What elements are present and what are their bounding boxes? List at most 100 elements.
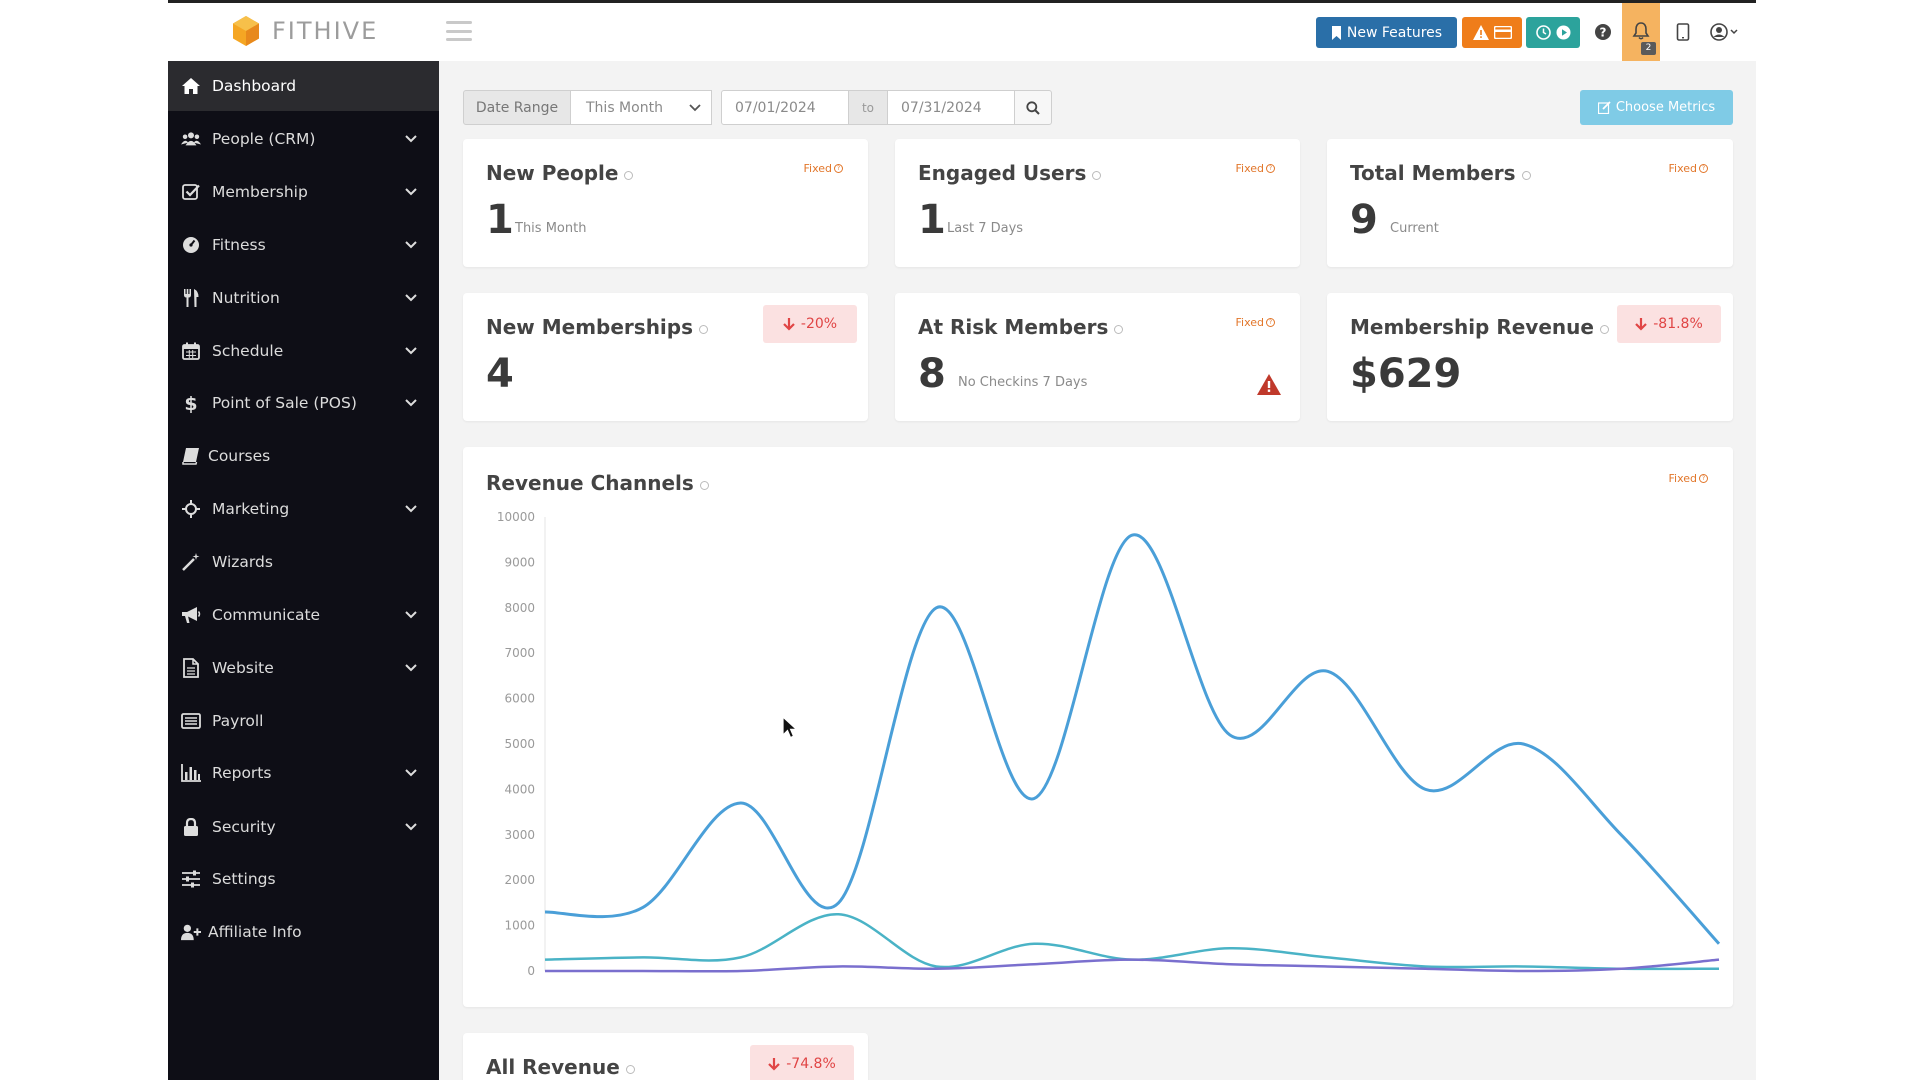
sidebar-item-settings[interactable]: Settings: [168, 854, 439, 904]
info-icon[interactable]: [1114, 324, 1124, 334]
fixed-tag: Fixed?: [1235, 316, 1275, 329]
sidebar-item-membership[interactable]: Membership: [168, 167, 439, 217]
sidebar-item-wizards[interactable]: Wizards: [168, 537, 439, 587]
end-date-input[interactable]: 07/31/2024: [887, 90, 1015, 125]
lock-icon: [181, 817, 201, 837]
total-members-value: 9: [1350, 197, 1378, 243]
sidebar-item-label: Security: [212, 818, 276, 836]
sidebar-item-affiliate-info[interactable]: Affiliate Info: [168, 907, 439, 957]
date-range-select[interactable]: This Month: [570, 90, 712, 125]
help-icon: ?: [1266, 164, 1275, 173]
fixed-tag: Fixed?: [1668, 472, 1708, 485]
chevron-down-icon: [405, 399, 417, 407]
info-icon[interactable]: [1092, 170, 1102, 180]
choose-metrics-button[interactable]: Choose Metrics: [1580, 90, 1733, 125]
arrow-down-icon: [768, 1057, 781, 1071]
play-icon: [1556, 25, 1570, 40]
new-memberships-card[interactable]: New Memberships -20% 4: [463, 293, 868, 421]
top-bar: FITHIVE New Features ? 2: [168, 3, 1756, 61]
info-icon[interactable]: [1599, 324, 1609, 334]
sidebar-item-label: Marketing: [212, 500, 290, 518]
info-icon[interactable]: [699, 324, 709, 334]
timer-button[interactable]: [1526, 17, 1580, 48]
warning-icon: [1257, 374, 1281, 395]
trend-badge: -20%: [763, 305, 857, 343]
engaged-users-period: Last 7 Days: [947, 221, 1024, 236]
sidebar-item-label: Communicate: [212, 606, 321, 624]
user-plus-icon: [181, 922, 201, 942]
fixed-tag: Fixed?: [803, 162, 843, 175]
mouse-cursor-icon: [782, 716, 798, 739]
info-icon[interactable]: [1521, 170, 1531, 180]
sidebar-item-courses[interactable]: Courses: [168, 431, 439, 481]
sidebar-item-website[interactable]: Website: [168, 643, 439, 693]
chevron-down-icon: [405, 135, 417, 143]
new-people-card[interactable]: New People Fixed? 1 This Month: [463, 139, 868, 267]
hexagon-logo-icon: [233, 16, 259, 46]
sidebar-item-label: Courses: [208, 447, 271, 465]
revenue-channels-chart[interactable]: 0 1000 2000 3000 4000 5000 6000 7000 8000 9000 100…: [463, 447, 1733, 1007]
sidebar-item-marketing[interactable]: Marketing: [168, 484, 439, 534]
help-icon[interactable]: ?: [1593, 21, 1613, 43]
bell-icon: [1632, 22, 1650, 40]
chevron-down-icon: [405, 769, 417, 777]
sidebar-item-payroll[interactable]: Payroll: [168, 696, 439, 746]
series-line-1[interactable]: [544, 533, 1721, 945]
info-icon[interactable]: [699, 480, 709, 490]
sidebar-item-reports[interactable]: Reports: [168, 748, 439, 798]
svg-text:$: $: [184, 393, 197, 413]
trend-badge: -74.8%: [750, 1045, 854, 1080]
sidebar-item-people-crm[interactable]: People (CRM): [168, 114, 439, 164]
series-line-3[interactable]: [545, 958, 1720, 973]
membership-revenue-card[interactable]: Membership Revenue -81.8% $629: [1327, 293, 1733, 421]
sidebar-item-label: People (CRM): [212, 130, 316, 148]
card-title: Membership Revenue: [1350, 315, 1609, 339]
sidebar-item-label: Dashboard: [212, 77, 297, 95]
series-line-2[interactable]: [544, 912, 1720, 971]
tablet-icon[interactable]: [1673, 21, 1693, 43]
card-title: Revenue Channels: [486, 471, 709, 495]
engaged-users-card[interactable]: Engaged Users Fixed? 1 Last 7 Days: [895, 139, 1300, 267]
utensils-icon: [181, 288, 201, 308]
people-icon: [181, 129, 201, 149]
y-tick-label: 6000: [504, 692, 535, 706]
info-icon[interactable]: [624, 170, 634, 180]
sidebar-item-label: Nutrition: [212, 289, 280, 307]
all-revenue-card[interactable]: All Revenue -74.8%: [463, 1033, 868, 1080]
bullhorn-icon: [181, 605, 201, 625]
alerts-button[interactable]: [1462, 17, 1522, 48]
sliders-icon: [181, 869, 201, 889]
sidebar-item-point-of-sale[interactable]: $ Point of Sale (POS): [168, 378, 439, 428]
total-members-card[interactable]: Total Members Fixed? 9 Current: [1327, 139, 1733, 267]
y-tick-label: 3000: [504, 828, 535, 842]
file-icon: [181, 658, 201, 678]
at-risk-members-card[interactable]: At Risk Members Fixed? 8 No Checkins 7 D…: [895, 293, 1300, 421]
sidebar-item-communicate[interactable]: Communicate: [168, 590, 439, 640]
svg-text:?: ?: [1600, 26, 1607, 40]
user-circle-icon[interactable]: [1709, 21, 1741, 43]
y-tick-label: 7000: [504, 646, 535, 660]
search-button[interactable]: [1014, 90, 1052, 125]
checkbox-icon: [181, 182, 201, 202]
info-icon[interactable]: [625, 1064, 635, 1074]
card-title: All Revenue: [486, 1055, 635, 1079]
sidebar-item-schedule[interactable]: Schedule: [168, 326, 439, 376]
y-tick-label: 5000: [504, 737, 535, 751]
chevron-down-icon: [405, 188, 417, 196]
magic-wand-icon: [181, 552, 201, 572]
at-risk-members-value: 8: [918, 351, 946, 397]
sidebar-item-fitness[interactable]: Fitness: [168, 220, 439, 270]
sidebar-item-nutrition[interactable]: Nutrition: [168, 273, 439, 323]
notifications-button[interactable]: 2: [1622, 3, 1660, 61]
book-icon: [181, 446, 201, 466]
brand-logo[interactable]: FITHIVE: [230, 15, 378, 47]
sidebar-item-dashboard[interactable]: Dashboard: [168, 61, 439, 111]
card-icon: [1493, 26, 1512, 39]
new-features-button[interactable]: New Features: [1316, 17, 1457, 48]
start-date-input[interactable]: 07/01/2024: [721, 90, 849, 125]
sidebar-item-security[interactable]: Security: [168, 802, 439, 852]
sidebar-item-label: Payroll: [212, 712, 264, 730]
bar-chart-icon: [181, 763, 201, 783]
hamburger-menu-icon[interactable]: [446, 21, 472, 41]
card-title: At Risk Members: [918, 315, 1124, 339]
